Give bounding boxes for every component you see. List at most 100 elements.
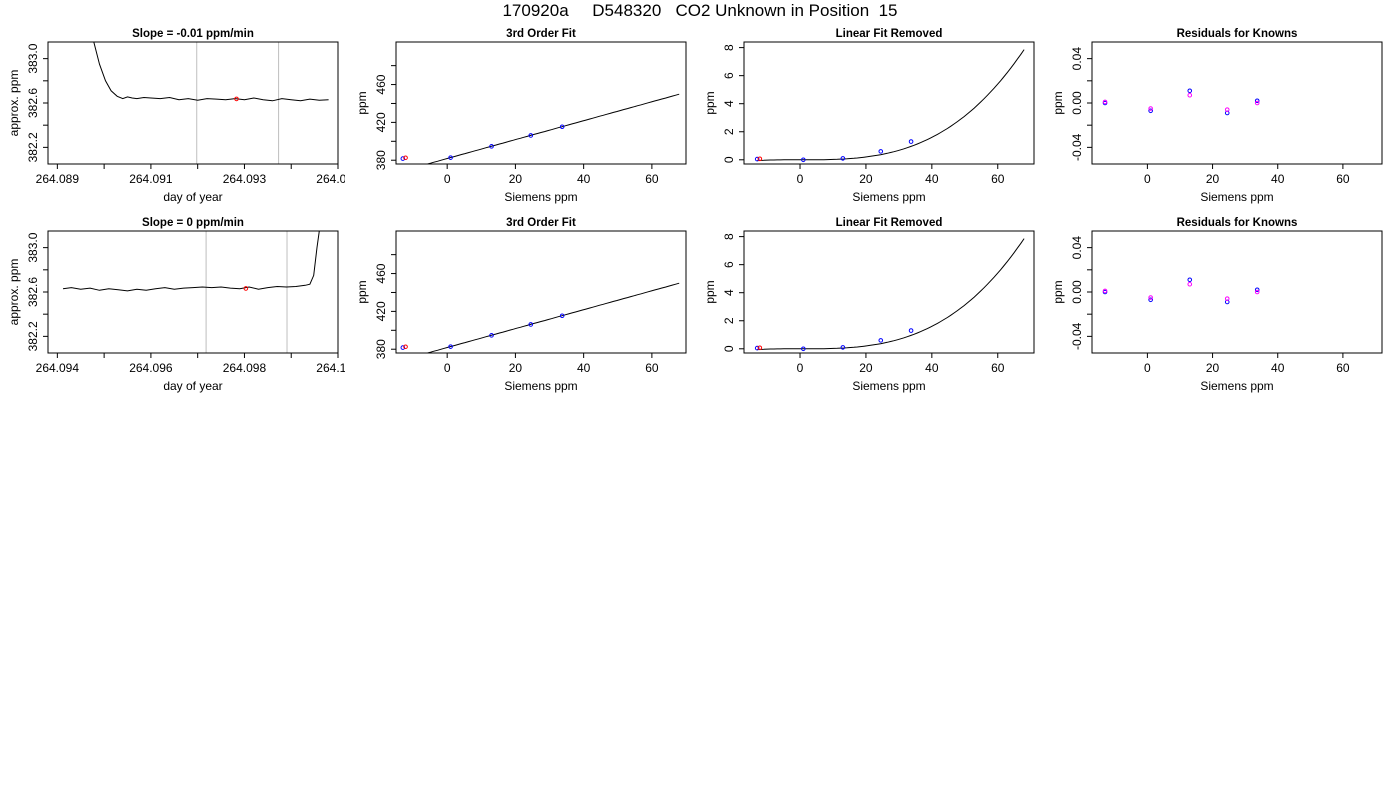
known-point — [559, 124, 565, 130]
plot-area — [62, 231, 320, 353]
x-tick-label: 40 — [925, 172, 939, 186]
known-point — [559, 313, 565, 319]
known-point — [840, 345, 846, 350]
y-axis-label: ppm — [355, 280, 369, 303]
known-point — [528, 322, 534, 327]
y-tick-label: 8 — [722, 233, 736, 240]
y-axis-label: approx. ppm — [7, 70, 21, 137]
residual-point — [1187, 277, 1193, 283]
x-tick-label: 60 — [1336, 172, 1350, 186]
plot-frame — [1091, 230, 1383, 354]
known-point — [840, 156, 846, 161]
fit-curve — [425, 93, 680, 164]
plot-area — [1102, 277, 1260, 305]
y-axis-label: ppm — [703, 91, 717, 114]
plot-area — [400, 93, 680, 164]
x-axis-label: Siemens ppm — [1200, 379, 1273, 393]
y-tick-label: 6 — [722, 72, 736, 79]
known-point — [400, 156, 406, 161]
x-tick-label: 60 — [645, 361, 659, 375]
chart-r2-linear-fit-removed: Linear Fit Removed 0 20 40 60 0 2 4 6 8 Siemens pp… — [703, 217, 1035, 393]
known-point — [489, 144, 494, 149]
y-tick-label: 0.04 — [1070, 47, 1084, 71]
residual-point — [1254, 100, 1260, 106]
known-point — [489, 333, 494, 338]
x-axis-label: Siemens ppm — [1200, 190, 1273, 204]
x-axis-label: Siemens ppm — [852, 190, 925, 204]
chart-r2-third-order-fit: 3rd Order Fit 0 20 40 60 380 420 460 Siemens ppm… — [355, 217, 687, 393]
x-axis-label: day of year — [163, 190, 222, 204]
chart-r2-timeseries: Slope = 0 ppm/min 264.094 264.096 264.098 26… — [7, 217, 345, 393]
x-tick-label: 264.091 — [129, 172, 173, 186]
y-tick-label: 4 — [722, 289, 736, 296]
y-tick-label: 0.00 — [1070, 280, 1084, 304]
plot-frame — [47, 230, 339, 354]
x-tick-label: 264.096 — [129, 361, 173, 375]
x-axis-label: day of year — [163, 379, 222, 393]
chart-r1-timeseries: Slope = -0.01 ppm/min 264.089 264.091 264.0… — [7, 28, 345, 204]
y-tick-label: 420 — [374, 112, 388, 132]
residual-point — [1224, 107, 1230, 112]
residual-point — [1102, 99, 1108, 105]
plot-frame — [395, 41, 687, 165]
x-tick-label: 0 — [444, 172, 451, 186]
x-tick-label: 40 — [1271, 361, 1285, 375]
residual-point — [1148, 295, 1153, 300]
y-axis-label: ppm — [703, 280, 717, 303]
y-tick-label: 383.0 — [26, 232, 40, 262]
chart-title: Slope = 0 ppm/min — [142, 217, 244, 229]
mean-marker — [234, 96, 239, 102]
x-tick-label: 264.094 — [36, 361, 80, 375]
x-tick-label: 40 — [577, 361, 591, 375]
y-tick-label: 0.00 — [1070, 91, 1084, 115]
y-tick-label: 420 — [374, 301, 388, 321]
x-tick-label: 60 — [645, 172, 659, 186]
known-point — [754, 345, 760, 351]
data-series-line — [93, 42, 329, 102]
chart-r2-residuals: Residuals for Knowns 0 20 40 60 -0.04 0.00 0.04… — [1051, 217, 1383, 393]
y-tick-label: 383.0 — [26, 43, 40, 73]
x-tick-label: 20 — [1206, 361, 1220, 375]
y-tick-label: 380 — [374, 150, 388, 170]
plot-area — [93, 42, 329, 164]
known-point — [908, 328, 914, 333]
y-tick-label: 380 — [374, 339, 388, 359]
y-tick-label: 0.04 — [1070, 236, 1084, 260]
chart-r1-third-order-fit: 3rd Order Fit 0 20 40 60 380 420 460 Siemens ppm… — [355, 28, 687, 204]
y-tick-label: 0 — [722, 345, 736, 352]
residual-point — [1254, 289, 1260, 295]
known-point — [448, 155, 453, 160]
plot-frame — [743, 41, 1035, 165]
y-axis-label: ppm — [355, 91, 369, 114]
unknown-point — [757, 156, 763, 162]
fit-curve — [757, 238, 1025, 351]
known-point — [801, 346, 806, 352]
chart-title: Slope = -0.01 ppm/min — [132, 28, 254, 40]
x-axis-label: Siemens ppm — [504, 190, 577, 204]
unknown-point — [757, 345, 763, 351]
plot-frame — [1091, 41, 1383, 165]
x-tick-label: 0 — [1144, 172, 1151, 186]
x-tick-label: 0 — [1144, 361, 1151, 375]
plot-frame — [743, 230, 1035, 354]
figure-title: 170920a D548320 CO2 Unknown in Position … — [502, 1, 898, 20]
x-axis-label: Siemens ppm — [504, 379, 577, 393]
x-tick-label: 20 — [859, 361, 873, 375]
y-axis-label: approx. ppm — [7, 259, 21, 326]
x-tick-label: 264.095 — [316, 172, 345, 186]
x-tick-label: 0 — [797, 172, 804, 186]
fit-curve — [425, 282, 680, 353]
y-tick-label: 382.6 — [26, 277, 40, 307]
chart-r1-residuals: Residuals for Knowns 0 20 40 60 -0.04 0.00 0.04… — [1051, 28, 1383, 204]
x-tick-label: 20 — [1206, 172, 1220, 186]
residual-point — [1224, 296, 1230, 301]
x-tick-label: 264.093 — [223, 172, 267, 186]
residual-point — [1187, 88, 1193, 94]
x-tick-label: 264.089 — [36, 172, 80, 186]
plot-frame — [47, 41, 339, 165]
plot-area — [754, 238, 1025, 352]
y-tick-label: 2 — [722, 128, 736, 135]
plot-area — [754, 49, 1025, 163]
x-axis-label: Siemens ppm — [852, 379, 925, 393]
y-tick-label: 460 — [374, 263, 388, 283]
